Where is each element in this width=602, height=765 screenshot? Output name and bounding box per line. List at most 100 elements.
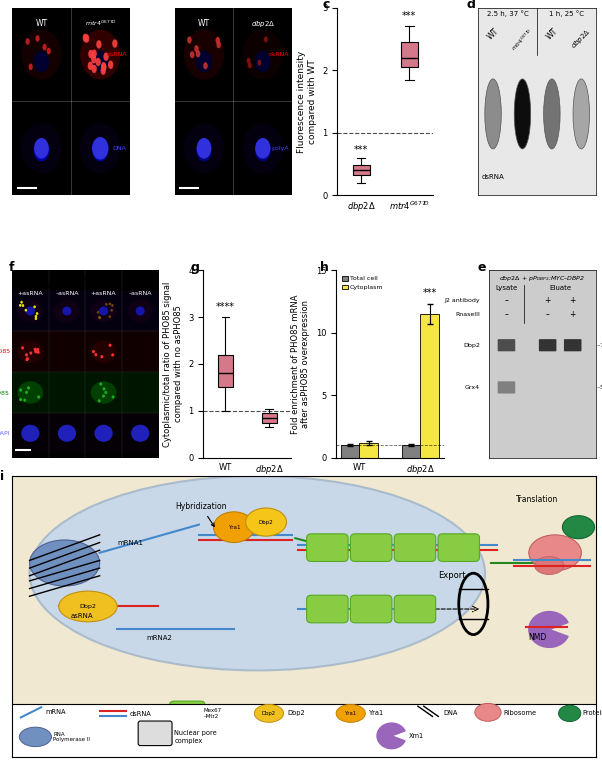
Circle shape bbox=[37, 396, 40, 399]
Text: Dbp2: Dbp2 bbox=[79, 604, 96, 609]
Text: mRNA1: mRNA1 bbox=[117, 540, 143, 546]
Circle shape bbox=[203, 62, 208, 70]
Circle shape bbox=[22, 304, 24, 307]
Ellipse shape bbox=[255, 705, 284, 722]
Text: as$PHO85$: as$PHO85$ bbox=[0, 389, 10, 396]
Bar bbox=[49, 413, 85, 454]
Text: WT: WT bbox=[36, 19, 48, 28]
Ellipse shape bbox=[80, 30, 120, 80]
Ellipse shape bbox=[93, 140, 108, 161]
Bar bbox=[49, 372, 85, 413]
Circle shape bbox=[102, 387, 105, 390]
Circle shape bbox=[35, 317, 37, 320]
Legend: Total cell, Cytoplasm: Total cell, Cytoplasm bbox=[340, 273, 386, 292]
Text: Protein: Protein bbox=[582, 711, 602, 716]
Y-axis label: Fluorescence intensity
compared with WT: Fluorescence intensity compared with WT bbox=[297, 50, 317, 152]
Text: dsRNA: dsRNA bbox=[482, 174, 504, 181]
Ellipse shape bbox=[196, 140, 212, 161]
Circle shape bbox=[34, 347, 37, 351]
Text: –: – bbox=[545, 311, 550, 319]
Ellipse shape bbox=[59, 591, 117, 622]
Circle shape bbox=[82, 34, 88, 42]
Text: Translation: Translation bbox=[517, 495, 559, 503]
Circle shape bbox=[25, 353, 28, 356]
Circle shape bbox=[101, 63, 107, 72]
Bar bbox=[12, 372, 49, 413]
Circle shape bbox=[111, 304, 114, 307]
Circle shape bbox=[104, 53, 109, 61]
FancyBboxPatch shape bbox=[498, 339, 515, 351]
Ellipse shape bbox=[336, 705, 365, 722]
Circle shape bbox=[248, 63, 252, 68]
Text: Grx4: Grx4 bbox=[465, 385, 480, 390]
Text: Dbp2: Dbp2 bbox=[463, 343, 480, 348]
Text: i: i bbox=[1, 470, 4, 483]
Text: Export: Export bbox=[438, 571, 466, 581]
Circle shape bbox=[95, 353, 98, 356]
Bar bbox=[12, 331, 49, 372]
Ellipse shape bbox=[255, 51, 271, 72]
Circle shape bbox=[98, 316, 101, 318]
Ellipse shape bbox=[29, 476, 485, 670]
Text: DNA: DNA bbox=[113, 146, 127, 151]
Circle shape bbox=[112, 39, 117, 47]
Text: dsRNA: dsRNA bbox=[130, 711, 152, 717]
Text: WT: WT bbox=[42, 282, 55, 291]
Ellipse shape bbox=[19, 728, 51, 747]
Bar bbox=[49, 291, 85, 331]
Circle shape bbox=[88, 62, 93, 70]
Ellipse shape bbox=[17, 300, 43, 322]
Text: 1 h, 25 °C: 1 h, 25 °C bbox=[549, 10, 584, 17]
Text: RnaseIII: RnaseIII bbox=[455, 312, 480, 317]
Circle shape bbox=[92, 50, 97, 58]
Bar bbox=[12, 413, 49, 454]
Text: $mtr4^{G677D}$: $mtr4^{G677D}$ bbox=[85, 19, 116, 28]
Text: h: h bbox=[320, 261, 329, 274]
Text: Eluate: Eluate bbox=[549, 285, 571, 291]
FancyBboxPatch shape bbox=[564, 339, 582, 351]
Text: $dbp2\Delta$ + pP$_{DBP2}$:MYC–DBP2: $dbp2\Delta$ + pP$_{DBP2}$:MYC–DBP2 bbox=[499, 274, 586, 283]
Ellipse shape bbox=[58, 425, 76, 442]
Text: WT: WT bbox=[198, 19, 210, 28]
Text: NMD: NMD bbox=[529, 633, 547, 642]
Text: –55 K: –55 K bbox=[597, 385, 602, 390]
Ellipse shape bbox=[17, 340, 43, 363]
Text: Lysate: Lysate bbox=[495, 285, 518, 291]
Circle shape bbox=[19, 398, 22, 401]
Ellipse shape bbox=[80, 123, 120, 173]
Circle shape bbox=[216, 37, 220, 44]
Ellipse shape bbox=[17, 381, 43, 404]
Bar bbox=[122, 413, 158, 454]
Circle shape bbox=[26, 357, 29, 360]
Circle shape bbox=[101, 355, 104, 358]
Circle shape bbox=[105, 303, 108, 306]
Ellipse shape bbox=[243, 30, 283, 80]
FancyBboxPatch shape bbox=[306, 595, 348, 623]
Y-axis label: Fold enrichment of PHO85 mRNA
after asPHO85 overexpression: Fold enrichment of PHO85 mRNA after asPH… bbox=[291, 295, 311, 434]
Circle shape bbox=[21, 347, 24, 350]
Circle shape bbox=[98, 399, 101, 402]
Text: a: a bbox=[14, 11, 23, 24]
Text: Dbp2: Dbp2 bbox=[262, 711, 276, 716]
Text: d: d bbox=[467, 0, 476, 11]
Ellipse shape bbox=[34, 138, 49, 158]
Text: Mex67
–Mtr2: Mex67 –Mtr2 bbox=[203, 708, 222, 718]
Ellipse shape bbox=[95, 425, 113, 442]
Circle shape bbox=[96, 57, 101, 67]
Circle shape bbox=[34, 350, 37, 353]
Ellipse shape bbox=[29, 540, 100, 586]
Y-axis label: Cytoplasmic/total ratio of PHO85 signal
compared with no asPHO85: Cytoplasmic/total ratio of PHO85 signal … bbox=[163, 282, 183, 447]
Text: $dbp2\Delta$: $dbp2\Delta$ bbox=[107, 282, 137, 295]
Circle shape bbox=[23, 399, 26, 402]
Text: 2.5 h, 37 °C: 2.5 h, 37 °C bbox=[487, 10, 529, 17]
Circle shape bbox=[27, 386, 30, 389]
Circle shape bbox=[104, 391, 107, 394]
Text: Dbp2: Dbp2 bbox=[288, 711, 305, 716]
Text: +: + bbox=[544, 296, 551, 305]
Circle shape bbox=[46, 47, 51, 54]
Circle shape bbox=[84, 34, 89, 43]
Circle shape bbox=[92, 65, 97, 73]
Circle shape bbox=[19, 389, 22, 392]
Circle shape bbox=[194, 45, 199, 52]
Text: +asRNA: +asRNA bbox=[91, 291, 116, 296]
